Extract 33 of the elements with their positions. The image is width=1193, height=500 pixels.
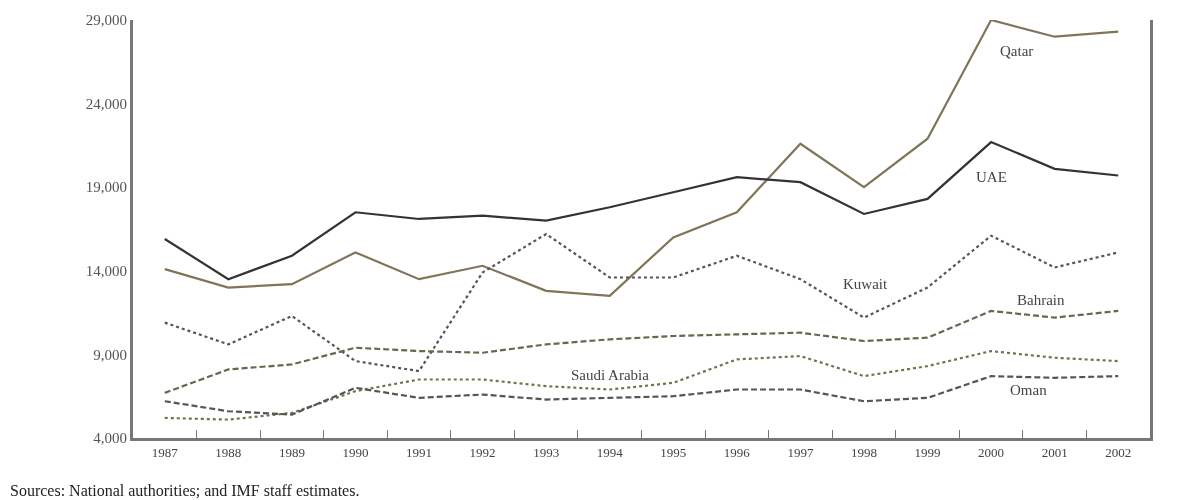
x-tick-label: 1995: [660, 444, 687, 460]
line-series: [163, 349, 1120, 421]
x-tick-label: 1990: [342, 444, 369, 460]
x-tick-label: 2002: [1105, 444, 1132, 460]
x-tick-label: 1989: [278, 444, 305, 460]
series-label: UAE: [976, 169, 1007, 185]
x-tick-label: 1992: [469, 444, 496, 460]
x-tick-label: 1997: [787, 444, 814, 460]
x-tick-label: 1987: [151, 444, 179, 460]
x-tick-label: 1999: [914, 444, 941, 460]
series-label: Qatar: [1000, 43, 1034, 59]
x-tick-label: 1994: [596, 444, 624, 460]
x-tick-label: 1998: [850, 444, 877, 460]
line-series: [163, 20, 1120, 297]
y-tick-label: 9,000: [93, 346, 127, 363]
x-tick-label: 1996: [723, 444, 751, 460]
y-tick-label: 19,000: [85, 179, 127, 196]
line-series: [163, 309, 1120, 394]
x-tick-label: 1993: [533, 444, 560, 460]
x-tick-label: 1988: [215, 444, 242, 460]
x-tick-label: 1991: [406, 444, 433, 460]
series-label: Saudi Arabia: [571, 367, 650, 383]
x-tick-label: 2000: [978, 444, 1005, 460]
source-note: Sources: National authorities; and IMF staff estimates.: [10, 482, 360, 499]
line-series: [163, 140, 1120, 281]
series-label: Bahrain: [1017, 292, 1065, 308]
x-tick-label: 2001: [1041, 444, 1068, 460]
y-tick-label: 24,000: [85, 95, 127, 112]
series-label: Kuwait: [843, 276, 888, 292]
y-tick-label: 4,000: [93, 430, 127, 447]
series-label: Oman: [1010, 382, 1048, 398]
y-tick-label: 29,000: [85, 12, 127, 29]
y-tick-label: 14,000: [85, 263, 127, 280]
